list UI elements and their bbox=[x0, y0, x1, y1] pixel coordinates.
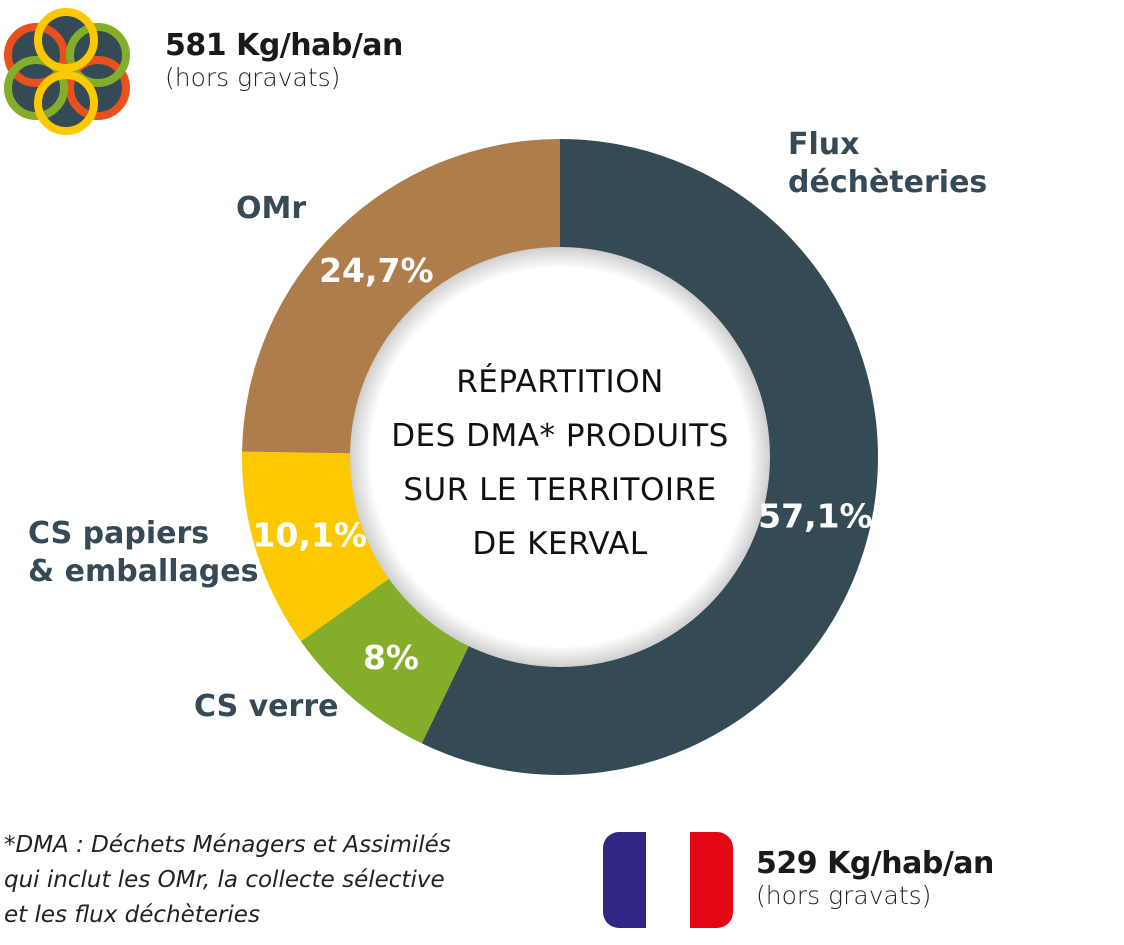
slice-value-label: 24,7% bbox=[319, 251, 434, 290]
local-stat: 581 Kg/hab/an (hors gravats) bbox=[165, 28, 403, 92]
chart-title: Répartition des DMA* produits sur le ter… bbox=[380, 355, 740, 571]
label-line: CS papiers bbox=[28, 516, 210, 551]
france-flag-icon bbox=[603, 832, 733, 928]
donut-hole bbox=[350, 247, 770, 667]
national-stat-value: 529 Kg/hab/an bbox=[756, 846, 994, 881]
slice-value-label: 10,1% bbox=[252, 516, 367, 555]
label-line: déchèteries bbox=[788, 165, 988, 200]
label-line: Flux bbox=[788, 127, 860, 162]
kerval-logo bbox=[0, 0, 140, 144]
slice-value-label: 57,1% bbox=[758, 496, 873, 535]
chart-title-line: des DMA* produits bbox=[391, 418, 729, 454]
chart-title-line: sur le territoire bbox=[403, 472, 717, 508]
label-line: CS verre bbox=[194, 689, 339, 724]
national-stat: 529 Kg/hab/an (hors gravats) bbox=[756, 846, 994, 910]
legend-label-flux-decheteries: Flux déchèteries bbox=[788, 126, 987, 202]
local-stat-value: 581 Kg/hab/an bbox=[165, 28, 403, 63]
label-line: OMr bbox=[236, 191, 307, 226]
legend-label-omr: OMr bbox=[236, 190, 306, 228]
label-line: & emballages bbox=[28, 554, 259, 589]
footnote-line: *DMA : Déchets Ménagers et Assimilés bbox=[4, 832, 451, 858]
chart-title-line: Répartition bbox=[456, 364, 664, 400]
slice-value-label: 8% bbox=[363, 638, 419, 677]
footnote-line: et les flux déchèteries bbox=[4, 902, 260, 928]
national-stat-note: (hors gravats) bbox=[756, 881, 932, 910]
chart-title-line: de Kerval bbox=[472, 526, 648, 562]
legend-label-cs-verre: CS verre bbox=[194, 688, 338, 726]
local-stat-note: (hors gravats) bbox=[165, 63, 341, 92]
legend-label-cs-papiers: CS papiers & emballages bbox=[28, 515, 258, 591]
footnote: *DMA : Déchets Ménagers et Assimilés qui… bbox=[4, 828, 451, 933]
footnote-line: qui inclut les OMr, la collecte sélectiv… bbox=[4, 867, 445, 893]
